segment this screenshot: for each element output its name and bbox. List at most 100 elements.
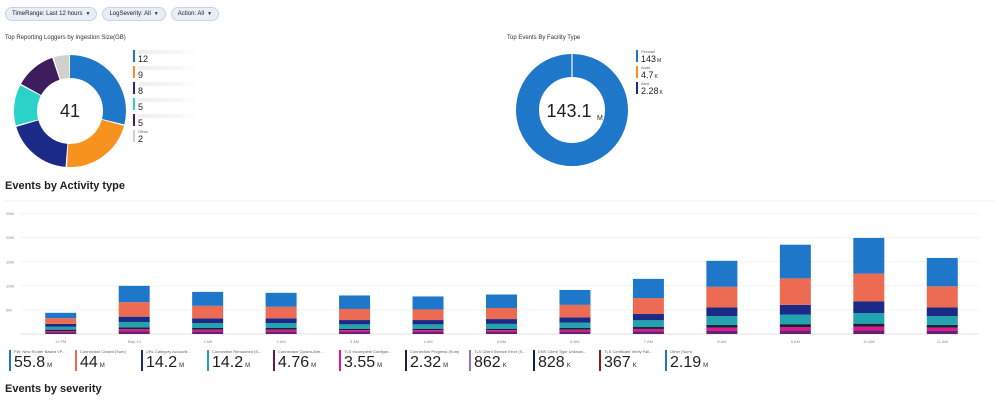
bar-segment[interactable] (926, 324, 958, 328)
bar-segment[interactable] (118, 327, 150, 330)
bar-segment[interactable] (486, 319, 517, 324)
bar-segment[interactable] (412, 320, 444, 325)
donut-segment[interactable] (14, 55, 126, 167)
bar-segment[interactable] (779, 330, 811, 334)
bar-segment[interactable] (706, 307, 738, 317)
bar-segment[interactable] (706, 327, 738, 331)
bar-segment[interactable] (559, 304, 591, 318)
bar-segment[interactable] (45, 312, 77, 319)
bar-segment[interactable] (192, 323, 224, 328)
bar-segment[interactable] (412, 328, 444, 331)
bar-segment[interactable] (706, 260, 738, 287)
bar-segment[interactable] (192, 329, 224, 332)
bar-segment[interactable] (559, 317, 591, 323)
bar-segment[interactable] (118, 285, 150, 303)
bar-segment[interactable] (926, 257, 958, 287)
legend-item[interactable]: 9 (133, 65, 198, 80)
bar-segment[interactable] (559, 322, 591, 328)
bar-segment[interactable] (265, 318, 297, 324)
bar-segment[interactable] (339, 324, 371, 329)
activity-legend-item[interactable]: TLS Client Service Error (S... 862 K (469, 349, 533, 373)
bar-segment[interactable] (192, 331, 224, 334)
activity-legend-item[interactable]: URL Category Accounti... 14.2 M (141, 349, 207, 373)
bar-segment[interactable] (926, 330, 958, 334)
bar-segment[interactable] (192, 305, 224, 319)
bar-segment[interactable] (853, 237, 885, 274)
bar-segment[interactable] (412, 309, 444, 321)
bar-segment[interactable] (45, 332, 77, 334)
loggers-donut-chart[interactable]: 41 (14, 55, 126, 167)
bar-segment[interactable] (486, 331, 517, 334)
bar-segment[interactable] (192, 291, 224, 306)
bar-segment[interactable] (632, 327, 664, 329)
bar-segment[interactable] (706, 324, 738, 328)
bar-segment[interactable] (45, 323, 77, 327)
activity-legend-item[interactable]: DNS Client Type Unknow... 828 K (533, 349, 599, 373)
bar-segment[interactable] (632, 331, 664, 334)
bar-segment[interactable] (706, 286, 738, 308)
activity-legend-item[interactable]: Connection Progress (Sum) 2.32 M (405, 349, 469, 373)
bar-segment[interactable] (853, 301, 885, 314)
bar-segment[interactable] (926, 327, 958, 331)
bar-segment[interactable] (779, 304, 811, 315)
bar-segment[interactable] (559, 327, 591, 330)
bar-segment[interactable] (779, 314, 811, 325)
legend-item[interactable]: Audit 4.7K (636, 65, 663, 80)
bar-segment[interactable] (559, 329, 591, 332)
bar-segment[interactable] (192, 327, 224, 330)
bar-segment[interactable] (339, 295, 371, 309)
bar-segment[interactable] (926, 307, 958, 317)
filter-logseverity[interactable]: LogSeverity: All ▼ (102, 7, 166, 21)
bar-segment[interactable] (779, 278, 811, 305)
activity-legend-item[interactable]: Connection Closed (Sum) 44 M (75, 349, 141, 373)
bar-segment[interactable] (853, 323, 885, 327)
bar-segment[interactable] (118, 302, 150, 317)
legend-item[interactable]: 8 (133, 81, 198, 96)
bar-segment[interactable] (339, 330, 371, 332)
bar-segment[interactable] (926, 316, 958, 325)
bar-segment[interactable] (265, 329, 297, 332)
filter-timerange[interactable]: TimeRange: Last 12 hours ▼ (5, 7, 98, 21)
bar-segment[interactable] (412, 331, 444, 334)
bar-segment[interactable] (559, 289, 591, 305)
bar-segment[interactable] (412, 296, 444, 310)
activity-legend-item[interactable]: TLS Certificate Verify Fail... 367 K (599, 349, 665, 373)
bar-segment[interactable] (779, 244, 811, 279)
bar-segment[interactable] (45, 318, 77, 324)
bar-segment[interactable] (632, 298, 664, 315)
bar-segment[interactable] (779, 324, 811, 328)
bar-segment[interactable] (118, 321, 150, 328)
bar-segment[interactable] (632, 314, 664, 321)
bar-segment[interactable] (632, 320, 664, 328)
activity-legend-item[interactable]: TLS Incomplete Configur... 3.55 M (339, 349, 405, 373)
bar-segment[interactable] (339, 328, 371, 331)
activity-bar-chart[interactable]: 5M 10M 15M 20M 25M 11 PM May 13 1 AM 2 AM 3 AM 4 A… (4, 200, 995, 346)
bar-segment[interactable] (192, 318, 224, 324)
bar-segment[interactable] (265, 292, 297, 307)
bar-segment[interactable] (486, 308, 517, 320)
activity-legend-item[interactable]: FW: New Router Based VP... 55.8 M (9, 349, 75, 373)
bar-segment[interactable] (853, 326, 885, 331)
bar-segment[interactable] (632, 278, 664, 299)
bar-segment[interactable] (339, 331, 371, 334)
bar-segment[interactable] (118, 316, 150, 322)
filter-action[interactable]: Action: All ▼ (170, 7, 220, 21)
bar-segment[interactable] (265, 327, 297, 330)
donut-segment[interactable] (14, 55, 126, 167)
bar-segment[interactable] (779, 327, 811, 331)
bar-segment[interactable] (339, 320, 371, 325)
bar-segment[interactable] (265, 306, 297, 319)
bar-segment[interactable] (412, 324, 444, 329)
bar-segment[interactable] (412, 330, 444, 332)
bar-segment[interactable] (45, 326, 77, 330)
bar-segment[interactable] (339, 308, 371, 321)
bar-segment[interactable] (853, 313, 885, 324)
bar-segment[interactable] (118, 329, 150, 332)
bar-segment[interactable] (486, 330, 517, 332)
legend-item[interactable]: 12 (133, 49, 198, 64)
legend-item[interactable]: Other 2 (133, 129, 198, 144)
bar-segment[interactable] (118, 331, 150, 334)
donut-segment[interactable] (14, 55, 126, 167)
activity-legend-item[interactable]: Connection Closed-Alre... 4.76 M (273, 349, 339, 373)
bar-segment[interactable] (706, 330, 738, 334)
